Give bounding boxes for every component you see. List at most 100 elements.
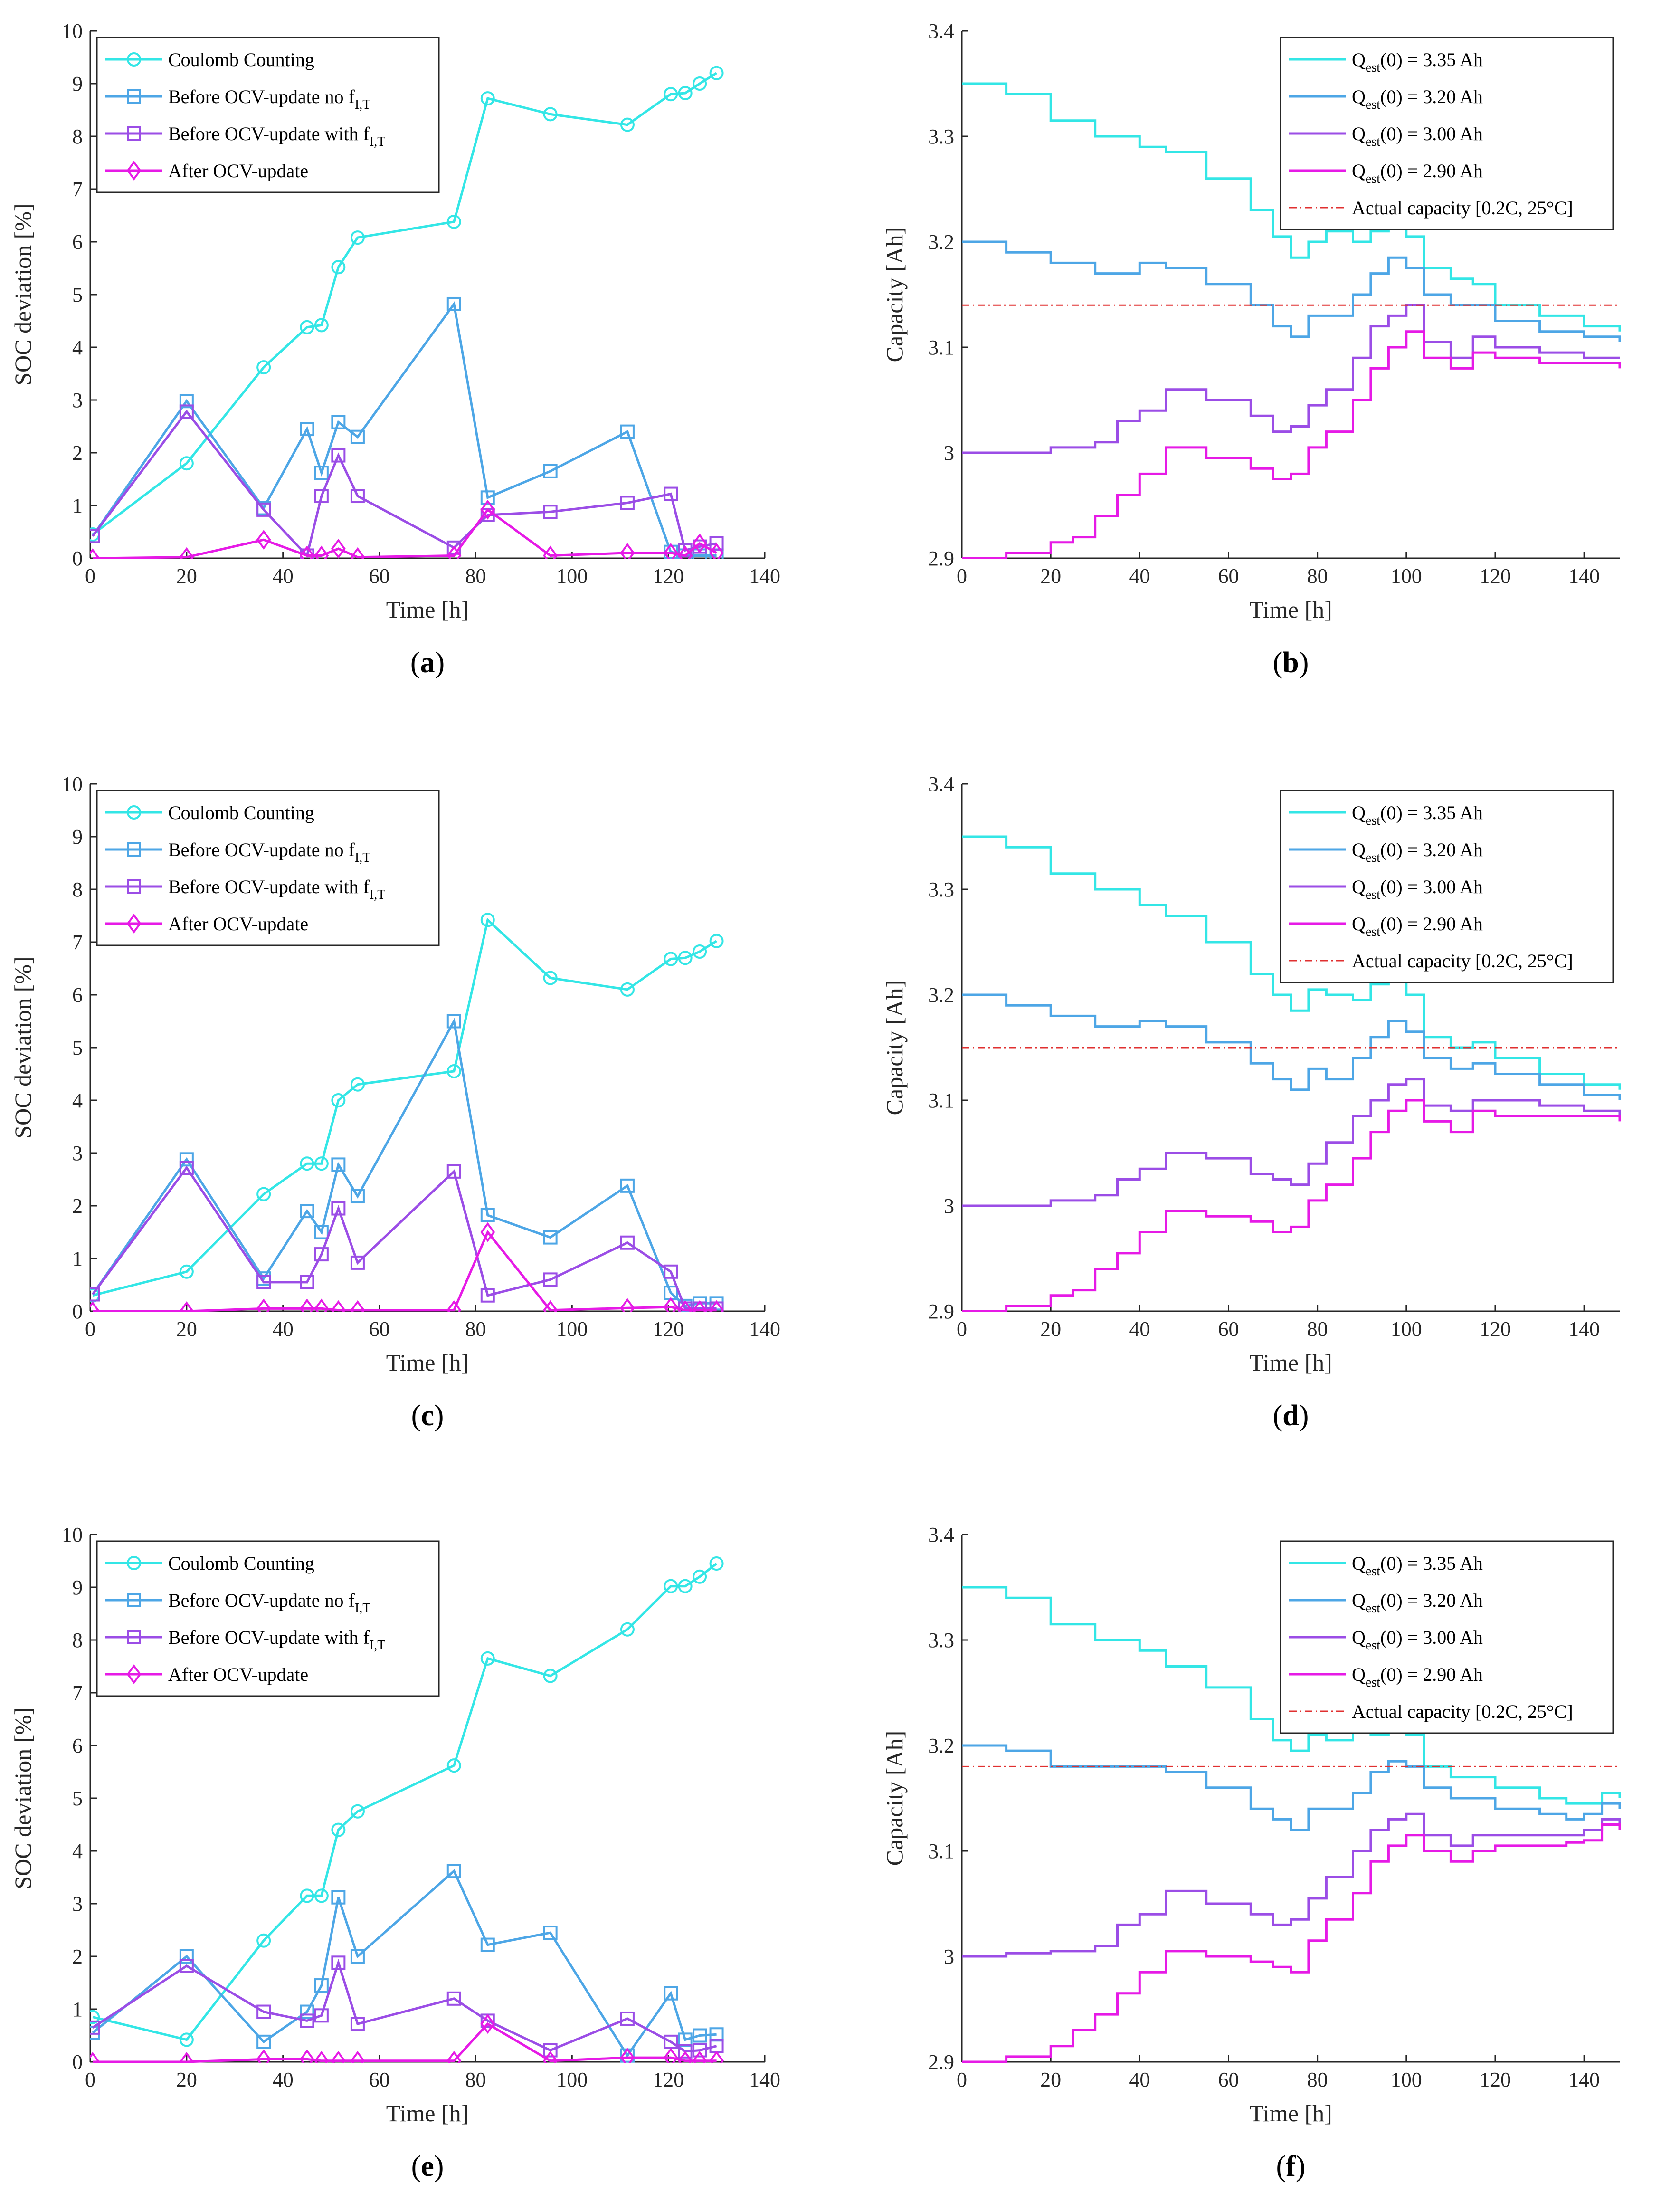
x-tick-label: 60 — [369, 2068, 390, 2091]
x-tick-label: 40 — [273, 564, 294, 588]
y-tick-label: 2.9 — [928, 1300, 954, 1323]
y-tick-label: 7 — [72, 931, 83, 954]
legend-marker — [127, 1630, 141, 1644]
x-tick-label: 0 — [85, 1317, 95, 1341]
y-tick-label: 9 — [72, 72, 83, 95]
data-point — [90, 1301, 100, 1312]
x-axis-title: Time [h] — [386, 2100, 469, 2126]
data-point — [693, 548, 707, 559]
data-point — [664, 1579, 678, 1593]
legend-entry-label: Actual capacity [0.2C, 25°C] — [1352, 950, 1573, 972]
series-line — [92, 72, 717, 535]
panel-c: 0 20 40 60 80 100 120 140 0 1 2 3 4 5 6 7 8 9 10 Time [h] SO… — [9, 772, 780, 1432]
series-2 — [90, 1161, 724, 1312]
y-tick-label: 3 — [944, 1194, 954, 1218]
data-point — [620, 496, 635, 510]
data-point — [314, 318, 329, 333]
y-axis-title: SOC deviation [%] — [9, 956, 36, 1138]
y-tick-label: 3.4 — [928, 772, 954, 796]
x-tick-label: 80 — [465, 2068, 486, 2091]
series-2 — [962, 304, 1620, 454]
data-point — [664, 1986, 678, 2001]
data-point — [543, 1230, 558, 1245]
data-point — [90, 2010, 100, 2024]
data-point — [709, 536, 724, 551]
data-point — [314, 466, 329, 480]
x-tick-label: 0 — [957, 2068, 967, 2091]
data-point — [446, 214, 461, 229]
y-tick-label: 3.3 — [928, 878, 954, 901]
legend: Coulomb Counting Before OCV-update no fI,… — [96, 790, 440, 946]
data-point — [256, 2004, 271, 2019]
y-tick-label: 3.2 — [928, 1734, 954, 1757]
data-point — [300, 1275, 314, 1289]
data-point — [663, 1297, 678, 1312]
data-point — [620, 117, 635, 132]
data-point — [480, 2014, 495, 2034]
x-tick-label: 40 — [273, 2068, 294, 2091]
y-tick-label: 7 — [72, 178, 83, 201]
data-point — [256, 1275, 271, 1289]
data-point — [90, 2052, 100, 2063]
legend-entry-label: Qest(0) = 3.20 Ah — [1352, 86, 1483, 112]
data-point — [331, 539, 346, 559]
data-point — [446, 1991, 461, 2006]
data-point — [300, 422, 314, 437]
y-tick-label: 10 — [62, 1523, 83, 1546]
data-point — [350, 1949, 365, 1964]
data-point — [693, 1569, 707, 1584]
y-tick-label: 3.1 — [928, 1089, 954, 1112]
legend-marker — [127, 805, 141, 820]
legend-entry-label: Coulomb Counting — [168, 49, 314, 70]
x-tick-label: 20 — [1040, 564, 1061, 588]
x-tick-label: 100 — [1391, 1317, 1422, 1341]
x-tick-label: 80 — [1307, 1317, 1328, 1341]
y-tick-label: 4 — [72, 1840, 83, 1863]
data-point — [543, 107, 558, 122]
y-tick-label: 3.4 — [928, 1523, 954, 1546]
data-point — [709, 1300, 724, 1312]
data-point — [620, 1178, 635, 1193]
data-point — [179, 2052, 194, 2063]
y-tick-label: 6 — [72, 983, 83, 1007]
y-tick-label: 10 — [62, 772, 83, 796]
data-point — [90, 529, 100, 543]
legend: Qest(0) = 3.35 Ah Qest(0) = 3.20 Ah Qest(0… — [1280, 37, 1614, 230]
data-point — [678, 2050, 693, 2063]
y-tick-label: 0 — [72, 547, 83, 570]
data-point — [543, 545, 558, 559]
data-point — [299, 2049, 314, 2063]
data-point — [664, 1264, 678, 1279]
data-point — [331, 1300, 346, 1312]
x-tick-label: 140 — [1568, 1317, 1600, 1341]
y-tick-label: 3 — [944, 441, 954, 465]
y-tick-label: 2 — [72, 1945, 83, 1968]
panel-label: (b) — [1273, 647, 1309, 679]
data-point — [620, 424, 635, 439]
data-point — [179, 1264, 194, 1279]
data-point — [709, 1556, 724, 1571]
panel-e: 0 20 40 60 80 100 120 140 0 1 2 3 4 5 6 7 8 9 10 Time [h] SO… — [9, 1523, 780, 2183]
y-tick-label: 5 — [72, 283, 83, 306]
panel-label: (a) — [410, 647, 445, 679]
legend-marker — [127, 52, 141, 67]
y-tick-label: 2.9 — [928, 547, 954, 570]
data-point — [446, 296, 461, 311]
series-3 — [962, 1099, 1621, 1312]
data-point — [350, 2017, 365, 2031]
x-tick-label: 20 — [1040, 2068, 1061, 2091]
y-tick-label: 2 — [72, 1194, 83, 1218]
x-tick-label: 80 — [1307, 2068, 1328, 2091]
data-point — [256, 1298, 271, 1312]
data-point — [620, 543, 635, 559]
data-point — [664, 486, 678, 501]
series-3 — [90, 499, 724, 559]
panel-label: (d) — [1273, 1400, 1309, 1432]
y-tick-label: 8 — [72, 1629, 83, 1652]
x-tick-label: 140 — [1568, 564, 1600, 588]
legend-entry-label: Qest(0) = 3.00 Ah — [1352, 1627, 1483, 1653]
y-tick-label: 8 — [72, 878, 83, 901]
data-point — [314, 1298, 329, 1312]
legend-entry-label: Qest(0) = 2.90 Ah — [1352, 913, 1483, 939]
data-point — [446, 2050, 462, 2063]
